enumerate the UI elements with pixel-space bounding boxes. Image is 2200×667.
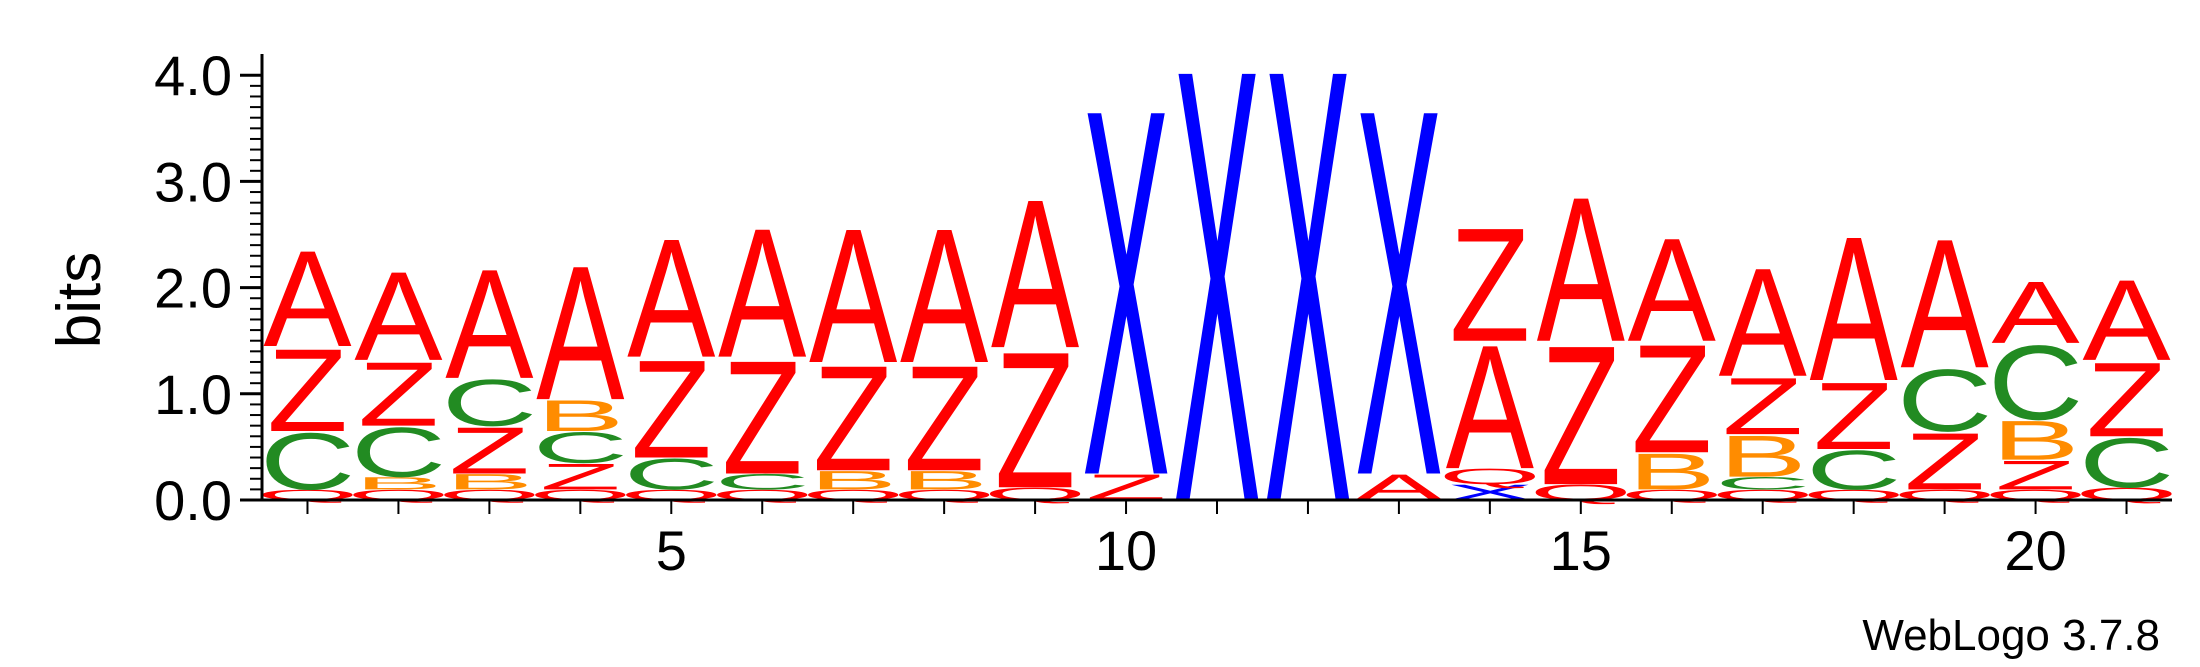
logo-letter-c: C (624, 449, 720, 498)
logo-letter-c: C (1715, 473, 1811, 493)
y-tick-label: 2.0 (154, 257, 232, 320)
logo-letter-a: A (1991, 263, 2079, 362)
logo-letter-a: A (1719, 236, 1807, 409)
logo-letter-z: Z (813, 335, 894, 503)
logo-letter-a: A (809, 189, 897, 403)
logo-letter-x: X (1355, 0, 1443, 585)
logo-stack-12: X (1264, 0, 1352, 631)
logo-letter-z: Z (540, 456, 621, 497)
logo-letter-b: B (1628, 443, 1716, 501)
logo-letter-z: Z (2086, 341, 2167, 460)
logo-letter-b: B (354, 473, 442, 493)
logo-letter-z: Z (1722, 362, 1803, 452)
logo-letter-z: Z (904, 335, 985, 503)
logo-letter-z: Z (1904, 417, 1985, 507)
logo-letter-z: Z (358, 344, 439, 446)
logo-letter-z: Z (1540, 304, 1621, 527)
logo-letter-z: Z (267, 325, 348, 457)
y-tick-label: 3.0 (154, 150, 232, 213)
logo-letter-a: A (445, 236, 534, 411)
y-ticks: 0.0 1.0 2.0 3.0 4.0 (154, 44, 262, 532)
logo-letter-z: Z (449, 414, 530, 488)
x-tick-label: 15 (1550, 519, 1612, 582)
axes: 0.0 1.0 2.0 3.0 4.0 5 10 15 20 bits (45, 44, 2172, 582)
logo-letter-c: C (260, 417, 356, 507)
logo-letter-z: Z (1813, 363, 1894, 470)
logo-stack-10: ZX (1082, 0, 1170, 585)
logo-letter-b: B (1719, 423, 1807, 489)
logo-letter-a: A (900, 189, 988, 403)
logo-letter-a: A (2082, 257, 2171, 385)
logo-letter-a: A (718, 190, 806, 396)
logo-letter-z: Z (1449, 195, 1530, 376)
logo-letter-b: B (809, 466, 897, 495)
logo-letter-a: A (991, 156, 1079, 392)
logo-letter-c: C (2079, 424, 2175, 503)
logo-letter-z: Z (722, 328, 803, 509)
logo-letter-x: X (1082, 0, 1170, 585)
logo-letter-c: C (1988, 324, 2084, 443)
logo-stacks: QCZAQBCZAQBZCAQZCBAQCZAQCZAQBZAQBZAQZAZX… (256, 0, 2178, 631)
logo-letter-z: Z (995, 312, 1076, 530)
logo-letter-x: X (1173, 0, 1261, 631)
x-tick-label: 10 (1095, 519, 1157, 582)
logo-letter-a: A (1537, 154, 1625, 385)
logo-letter-c: C (533, 423, 629, 472)
logo-letter-a: A (1810, 193, 1898, 424)
logo-letter-c: C (442, 366, 538, 440)
logo-letter-q: Q (1438, 464, 1541, 489)
logo-letter-b: B (445, 470, 533, 495)
logo-letter-z: Z (1631, 312, 1712, 485)
logo-letter-b: B (1991, 409, 2079, 472)
x-tick-label: 20 (2004, 519, 2066, 582)
x-ticks: 5 10 15 20 (306, 500, 2128, 582)
logo-letter-a: A (627, 204, 716, 394)
y-tick-label: 1.0 (154, 363, 232, 426)
logo-letter-c: C (1897, 351, 1993, 450)
logo-letter-a: A (536, 226, 624, 440)
logo-stack-11: X (1173, 0, 1261, 631)
logo-letter-b: B (536, 391, 624, 440)
x-tick-label: 5 (656, 519, 687, 582)
logo-letter-c: C (714, 470, 810, 495)
logo-letter-c: C (1806, 439, 1902, 502)
logo-stack-9: QZA (984, 156, 1087, 529)
y-tick-label: 4.0 (154, 44, 232, 107)
logo-letter-a: A (1446, 310, 1534, 507)
logo-letter-x: X (1264, 0, 1352, 631)
logo-letter-a: A (1628, 207, 1717, 372)
logo-stack-13: AX (1355, 0, 1444, 585)
logo-letter-z: Z (1995, 452, 2076, 498)
logo-letter-a: A (263, 222, 351, 376)
logo-letter-z: Z (631, 331, 712, 487)
logo-letter-c: C (351, 413, 447, 492)
logo-stack-15: QZA (1529, 154, 1632, 527)
y-axis-label: bits (45, 252, 114, 348)
logo-letter-b: B (900, 466, 988, 495)
weblogo-credit: WebLogo 3.7.8 (1862, 611, 2160, 660)
logo-letter-a: A (1901, 201, 1989, 407)
y-tick-label: 0.0 (154, 469, 232, 532)
logo-letter-a: A (354, 246, 443, 387)
